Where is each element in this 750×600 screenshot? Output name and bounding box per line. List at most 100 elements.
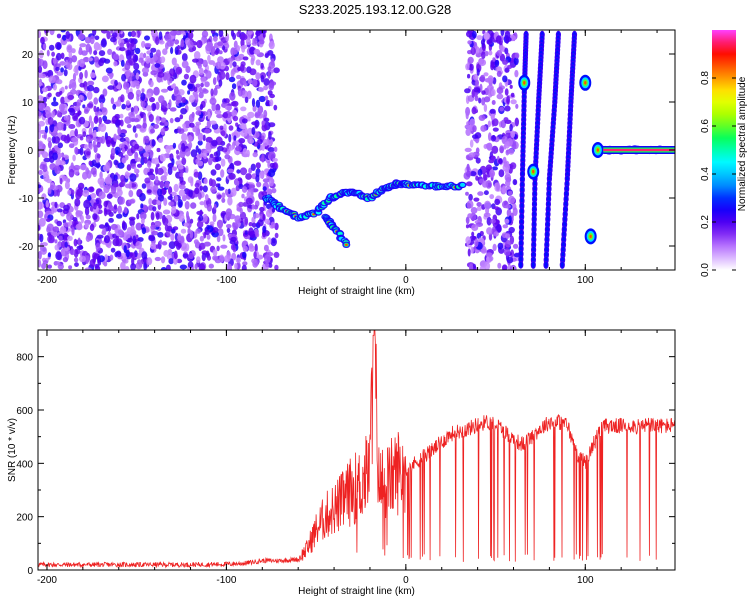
heatmap-blob bbox=[198, 214, 204, 222]
heatmap-blob bbox=[255, 99, 261, 108]
heatmap-blob bbox=[47, 252, 52, 258]
snr-frame bbox=[37, 329, 676, 571]
heatmap-blob bbox=[473, 197, 480, 202]
heatmap-blob bbox=[262, 186, 267, 192]
y-tick-label: 200 bbox=[16, 513, 33, 524]
heatmap-blob bbox=[170, 46, 174, 55]
heatmap-blob bbox=[162, 48, 168, 55]
heatmap-blob bbox=[504, 218, 510, 224]
heatmap-blob bbox=[482, 172, 487, 182]
heatmap-blob bbox=[264, 254, 271, 263]
heatmap-blob bbox=[68, 168, 75, 178]
heatmap-blob bbox=[141, 88, 145, 93]
heatmap-blob bbox=[509, 123, 513, 132]
heatmap-blob bbox=[473, 87, 481, 93]
heatmap-blob bbox=[184, 37, 191, 46]
heatmap-blob bbox=[176, 155, 181, 160]
heatmap-blob bbox=[210, 186, 217, 193]
heatmap-blob bbox=[97, 255, 101, 264]
heatmap-blob bbox=[232, 115, 239, 122]
heatmap-blob bbox=[47, 187, 52, 195]
heatmap-blob bbox=[250, 187, 254, 195]
heatmap-blob bbox=[218, 79, 223, 87]
heatmap-blob bbox=[199, 103, 204, 110]
heatmap-blob bbox=[93, 202, 97, 210]
heatmap-blob bbox=[64, 85, 68, 90]
colorbar-tick-label: 0.8 bbox=[700, 71, 711, 85]
heatmap-blob bbox=[51, 101, 59, 107]
heatmap-blob bbox=[161, 241, 168, 246]
heatmap-blob bbox=[484, 200, 491, 210]
heatmap-blob bbox=[83, 199, 91, 209]
heatmap-blob bbox=[215, 61, 221, 70]
heatmap-blob bbox=[95, 265, 101, 270]
heatmap-blob bbox=[157, 200, 161, 206]
heatmap-blob bbox=[165, 42, 169, 50]
heatmap-blob bbox=[148, 174, 155, 180]
heatmap-blob bbox=[47, 92, 52, 98]
heatmap-blob bbox=[496, 93, 504, 100]
heatmap-blob bbox=[213, 203, 217, 210]
heatmap-blob bbox=[477, 191, 484, 196]
heatmap-blob bbox=[265, 262, 269, 268]
heatmap-blob bbox=[155, 101, 160, 110]
heatmap-blob bbox=[121, 103, 126, 110]
heatmap-blob bbox=[465, 63, 470, 71]
heatmap-blob bbox=[189, 74, 197, 84]
heatmap-blob bbox=[181, 96, 186, 104]
heatmap-blob bbox=[169, 30, 177, 36]
heatmap-blob bbox=[143, 52, 147, 59]
heatmap-blob bbox=[134, 54, 139, 62]
heatmap-blob bbox=[93, 129, 97, 136]
heatmap-blob bbox=[475, 147, 480, 154]
heatmap-blob bbox=[132, 235, 137, 244]
heatmap-blob bbox=[177, 128, 185, 135]
heatmap-blob bbox=[267, 66, 272, 72]
heatmap-blob bbox=[126, 124, 132, 129]
heatmap-blob bbox=[84, 69, 88, 79]
heatmap-blob bbox=[116, 99, 122, 107]
heatmap-blob bbox=[89, 186, 94, 191]
heatmap-blob bbox=[491, 118, 499, 127]
heatmap-blob bbox=[67, 235, 73, 241]
heatmap-blob bbox=[228, 76, 236, 83]
heatmap-blob bbox=[242, 245, 248, 252]
heatmap-blob bbox=[261, 124, 268, 132]
heatmap-blob bbox=[178, 184, 186, 190]
heatmap-blob bbox=[117, 81, 122, 90]
heatmap-blob bbox=[141, 217, 145, 225]
heatmap-blob bbox=[248, 184, 255, 189]
heatmap-blob bbox=[218, 70, 226, 80]
heatmap-blob bbox=[505, 240, 512, 248]
heatmap-blob bbox=[262, 33, 266, 38]
heatmap-blob bbox=[496, 70, 502, 77]
streak-core bbox=[519, 261, 523, 268]
heatmap-blob bbox=[134, 143, 140, 150]
heatmap-blob bbox=[483, 32, 490, 40]
heatmap-blob bbox=[260, 62, 264, 69]
heatmap-blob bbox=[155, 244, 160, 249]
heatmap-blob bbox=[56, 33, 62, 39]
heatmap-blob bbox=[60, 67, 64, 73]
heatmap-blob bbox=[270, 58, 275, 66]
heatmap-blob bbox=[220, 130, 226, 137]
heatmap-blob bbox=[218, 50, 223, 55]
heatmap-blob bbox=[45, 111, 52, 119]
heatmap-blob bbox=[74, 105, 81, 112]
heatmap-blob bbox=[244, 216, 249, 226]
y-tick-label: 600 bbox=[16, 406, 33, 417]
heatmap-blob bbox=[52, 58, 57, 65]
heatmap-blob bbox=[99, 180, 105, 188]
heatmap-blob bbox=[107, 225, 112, 232]
heatmap-blob bbox=[126, 164, 132, 171]
heatmap-blob bbox=[273, 146, 278, 152]
heatmap-blob bbox=[489, 37, 493, 44]
heatmap-blob bbox=[268, 263, 273, 268]
heatmap-blob bbox=[189, 230, 194, 239]
heatmap-blob bbox=[47, 264, 52, 269]
heatmap-blob bbox=[467, 40, 472, 45]
heatmap-blob bbox=[268, 168, 276, 178]
heatmap-blob bbox=[211, 123, 219, 130]
heatmap-blob bbox=[198, 263, 206, 270]
heatmap-blob bbox=[471, 224, 479, 231]
